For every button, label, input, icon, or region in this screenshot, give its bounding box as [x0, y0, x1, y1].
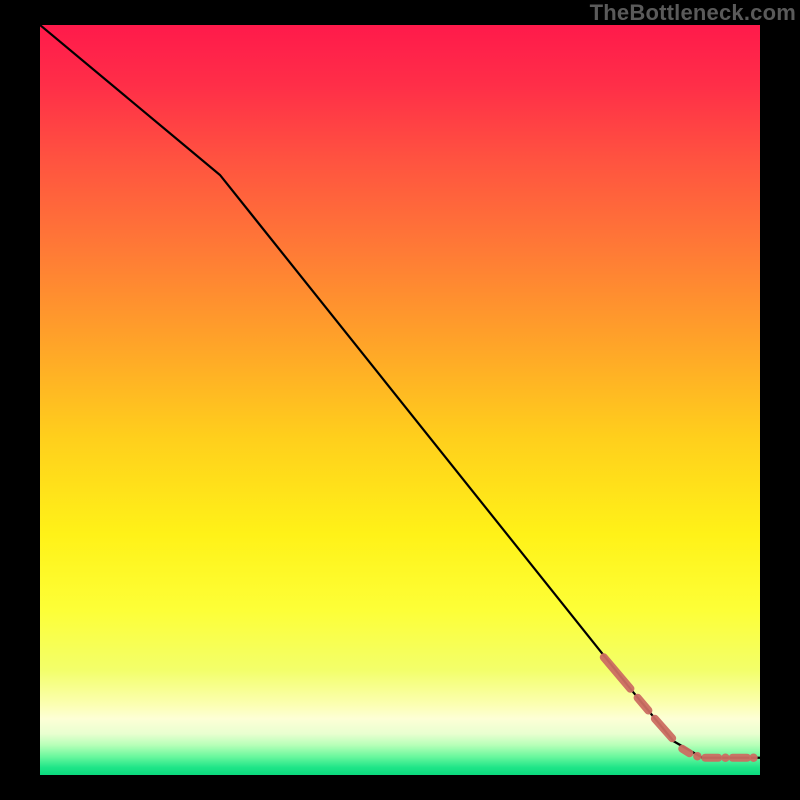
watermark-text: TheBottleneck.com — [590, 0, 796, 26]
dash-dot — [721, 754, 729, 762]
dash-dot — [693, 752, 701, 760]
chart-svg — [0, 0, 800, 800]
chart-frame: { "meta": { "watermark_text": "TheBottle… — [0, 0, 800, 800]
dash-segment — [682, 749, 689, 754]
dash-dot — [749, 754, 757, 762]
